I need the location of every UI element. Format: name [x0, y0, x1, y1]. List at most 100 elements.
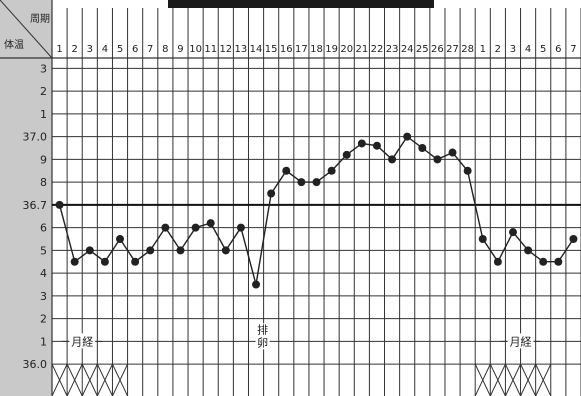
data-point — [282, 166, 291, 175]
x-tick-label: 21 — [355, 44, 368, 55]
data-point — [176, 246, 185, 255]
data-point — [554, 257, 563, 266]
data-point — [327, 166, 336, 175]
x-tick-label: 9 — [177, 44, 183, 55]
x-tick-label: 20 — [340, 44, 353, 55]
data-point — [191, 223, 200, 232]
y-tick-label: 8 — [40, 176, 47, 189]
y-tick-label: 2 — [40, 313, 47, 326]
period-mark — [520, 363, 537, 396]
x-tick-label: 17 — [295, 44, 308, 55]
annotation-label: 月経 — [71, 335, 93, 348]
x-tick-label: 27 — [446, 44, 459, 55]
data-point — [463, 166, 472, 175]
x-tick-label: 7 — [570, 44, 576, 55]
annotations: 月経 排卵 月経 — [62, 322, 541, 350]
x-tick-label: 24 — [401, 44, 414, 55]
x-tick-label: 3 — [87, 44, 93, 55]
data-point — [539, 257, 548, 266]
y-tick-label: 37.0 — [23, 131, 48, 144]
x-tick-label: 23 — [386, 44, 399, 55]
x-tick-label: 5 — [117, 44, 123, 55]
x-tick-label: 2 — [495, 44, 501, 55]
axis-labels: 1 2 3 4 5 6 7 8 9 10 11 12 13 14 15 16 17 18 19 20 21 22 23 24 2… — [23, 44, 577, 371]
data-point — [569, 235, 578, 243]
x-tick-label: 5 — [540, 44, 546, 55]
x-tick-label: 26 — [431, 44, 444, 55]
data-point — [493, 257, 502, 266]
data-point — [85, 246, 94, 255]
x-tick-label: 1 — [480, 44, 486, 55]
annotation-label: 卵 — [257, 336, 268, 349]
y-tick-label: 36.7 — [23, 199, 48, 212]
period-mark — [66, 363, 83, 396]
annotation-bg — [255, 336, 270, 350]
x-tick-label: 19 — [325, 44, 338, 55]
data-point — [433, 155, 442, 164]
x-tick-label: 2 — [71, 44, 77, 55]
y-axis-corner-label: 体温 — [4, 39, 24, 51]
period-mark — [504, 363, 521, 396]
data-point — [55, 200, 64, 209]
annotation-bg — [255, 323, 270, 337]
data-point — [116, 235, 125, 243]
data-point — [206, 219, 215, 228]
annotation-bg — [507, 333, 534, 349]
period-mark — [489, 363, 506, 396]
data-point — [161, 223, 170, 232]
annotation-bg — [69, 333, 96, 349]
y-axis-panel — [0, 0, 52, 396]
y-tick-label: 1 — [40, 335, 47, 348]
temperature-points — [55, 132, 578, 289]
x-tick-label: 6 — [555, 44, 561, 55]
y-tick-label: 9 — [40, 153, 47, 166]
annotation-label: 排 — [257, 322, 268, 336]
data-point — [221, 246, 230, 255]
y-tick-label: 6 — [40, 222, 47, 235]
top-black-bar — [168, 0, 434, 8]
data-point — [478, 235, 487, 243]
y-tick-label: 1 — [40, 108, 47, 121]
y-tick-label: 2 — [40, 85, 47, 98]
x-tick-label: 6 — [132, 44, 138, 55]
data-point — [131, 257, 140, 266]
corner-diagonal — [0, 0, 53, 59]
data-point — [146, 246, 155, 255]
x-tick-label: 8 — [162, 44, 168, 55]
data-point — [357, 139, 366, 148]
data-point — [403, 132, 412, 141]
period-mark — [112, 363, 129, 396]
y-tick-label: 3 — [40, 62, 47, 75]
x-tick-label: 16 — [280, 44, 293, 55]
data-point — [342, 150, 351, 159]
data-point — [372, 141, 381, 150]
y-tick-label: 36.0 — [23, 358, 48, 371]
y-tick-label: 4 — [40, 267, 47, 280]
period-mark — [81, 363, 98, 396]
data-point — [267, 189, 276, 198]
y-tick-label: 5 — [40, 244, 47, 257]
x-tick-label: 11 — [204, 44, 217, 55]
period-mark — [474, 363, 491, 396]
data-point — [100, 257, 109, 266]
data-point — [524, 246, 533, 255]
data-point — [70, 257, 79, 266]
period-marks — [51, 363, 552, 396]
data-point — [508, 228, 517, 237]
annotation-label: 月経 — [510, 335, 532, 348]
period-mark — [96, 363, 113, 396]
x-tick-label: 18 — [310, 44, 323, 55]
data-point — [418, 144, 427, 152]
data-point — [297, 178, 306, 187]
x-tick-label: 1 — [56, 44, 62, 55]
period-mark — [51, 363, 68, 396]
x-tick-label: 3 — [510, 44, 516, 55]
y-tick-label: 3 — [40, 290, 47, 303]
data-point — [388, 155, 397, 164]
x-tick-label: 15 — [265, 44, 278, 55]
x-tick-label: 12 — [219, 44, 232, 55]
x-tick-label: 4 — [525, 44, 531, 55]
